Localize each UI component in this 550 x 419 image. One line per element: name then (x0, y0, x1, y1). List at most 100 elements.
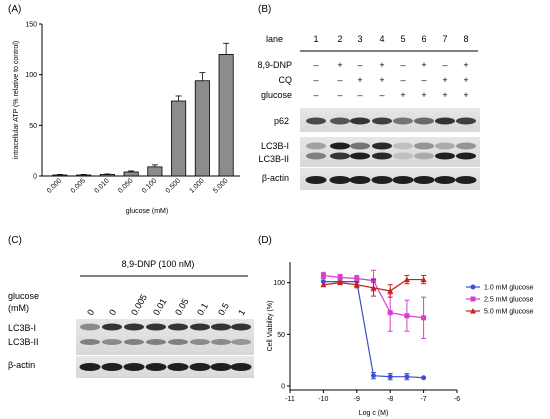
beta-actin-band (349, 176, 371, 184)
condition-mark: – (421, 75, 426, 85)
condition-mark: + (442, 90, 447, 100)
condition-mark: – (357, 60, 362, 70)
x-tick-label: 0.050 (117, 177, 134, 194)
data-point (420, 276, 427, 283)
x-tick-label: 0.000 (46, 177, 63, 194)
beta-actin-band (210, 363, 232, 371)
lc3b-i-band (168, 323, 188, 331)
lc3b-i-band (146, 323, 166, 331)
condition-mark: – (337, 75, 342, 85)
lc3b-i-band (80, 323, 100, 331)
condition-mark: – (337, 90, 342, 100)
data-point (421, 315, 427, 321)
y-tick-label: 100 (273, 280, 285, 287)
condition-mark: + (421, 90, 426, 100)
blot-label-lc3b-i: LC3B-I (261, 141, 289, 151)
lc3b-ii-band (231, 339, 251, 345)
x-tick-label: -11 (285, 396, 295, 403)
panel-c-label: (C) (8, 235, 22, 246)
panel-d-chart: 0 50 100 -11 -10 -9 -8 -7 -6 Log c (M) Cell Viabil… (267, 262, 534, 417)
lane-number: 6 (421, 34, 426, 44)
legend-label: 5.0 mM glucose (484, 309, 534, 316)
beta-actin-band (79, 363, 101, 371)
lc3b-i-band (306, 142, 326, 150)
blot-label-beta-actin: β-actin (8, 360, 35, 370)
condition-mark: – (313, 60, 318, 70)
y-tick-label: 0 (33, 174, 37, 181)
lc3b-ii-band (350, 152, 370, 160)
glucose-value: 0.05 (173, 297, 190, 317)
data-point (470, 308, 476, 314)
data-point (370, 284, 377, 291)
legend-entry: 1.0 mM glucose (466, 284, 534, 292)
x-tick-label: -10 (318, 396, 328, 403)
bar (123, 171, 139, 177)
beta-actin-band (392, 176, 414, 184)
condition-mark: – (400, 75, 405, 85)
data-point (470, 296, 476, 302)
condition-mark: + (463, 60, 468, 70)
data-point (337, 279, 344, 286)
panel-a-chart: 0 50 100 150 0.000 0.005 0.010 0.050 0.100 0.500 1… (13, 22, 240, 215)
lc3b-ii-band (211, 339, 231, 345)
x-axis-label: Log c (M) (359, 410, 389, 417)
blot-label-lc3b-i: LC3B-I (8, 323, 36, 333)
condition-mark: + (400, 90, 405, 100)
condition-mark: + (379, 75, 384, 85)
y-tick-label: 50 (29, 123, 37, 130)
lc3b-ii-band (456, 152, 476, 160)
lc3b-ii-band (330, 152, 350, 160)
blot-label-p62: p62 (274, 116, 289, 126)
p62-band (372, 117, 392, 125)
x-tick-label: 1.000 (188, 177, 205, 194)
glucose-value: 0.1 (195, 301, 210, 317)
glucose-value: 0.005 (129, 292, 149, 317)
beta-actin-band (455, 176, 477, 184)
condition-label: glucose (261, 90, 292, 100)
legend-label: 2.5 mM glucose (484, 297, 534, 304)
lc3b-ii-band (393, 152, 413, 160)
lane-header: lane (266, 34, 283, 44)
beta-actin-band (101, 363, 123, 371)
x-axis-label: glucose (mM) (126, 208, 168, 215)
condition-mark: – (313, 75, 318, 85)
lc3b-ii-band (146, 339, 166, 345)
beta-actin-band (413, 176, 435, 184)
condition-mark: + (463, 90, 468, 100)
beta-actin-band (434, 176, 456, 184)
lane-number: 3 (357, 34, 362, 44)
lc3b-i-band (102, 323, 122, 331)
x-tick-label: -7 (420, 396, 426, 403)
lc3b-i-membrane (300, 137, 480, 167)
glucose-value: 0 (85, 308, 96, 317)
condition-mark: + (379, 60, 384, 70)
condition-mark: – (442, 60, 447, 70)
p62-band (330, 117, 350, 125)
glucose-value: 1 (236, 308, 247, 317)
data-point (320, 281, 327, 288)
beta-actin-band (123, 363, 145, 371)
condition-label: 8,9-DNP (257, 60, 292, 70)
bar (194, 80, 210, 177)
data-point (320, 279, 326, 285)
x-tick-label: 5.000 (212, 177, 229, 194)
p62-band (350, 117, 370, 125)
lc3b-ii-band (306, 152, 326, 160)
legend-entry: 2.5 mM glucose (466, 296, 534, 304)
lc3b-ii-band (124, 339, 144, 345)
lc3b-i-band (350, 142, 370, 150)
lane-number: 4 (379, 34, 384, 44)
p62-band (435, 117, 455, 125)
data-point (403, 276, 410, 283)
blot-label-lc3b-ii: LC3B-II (8, 337, 39, 347)
blot-label-beta-actin: β-actin (262, 173, 289, 183)
lc3b-i-band (456, 142, 476, 150)
y-axis-label: intracellular ATP (% relative to control… (13, 41, 20, 159)
condition-mark: + (337, 60, 342, 70)
condition-mark: – (357, 90, 362, 100)
legend-entry: 5.0 mM glucose (466, 308, 534, 316)
beta-actin-band (305, 176, 327, 184)
lc3b-ii-band (102, 339, 122, 345)
p62-band (306, 117, 326, 125)
treatment-label: 8,9-DNP (100 nM) (122, 259, 195, 269)
